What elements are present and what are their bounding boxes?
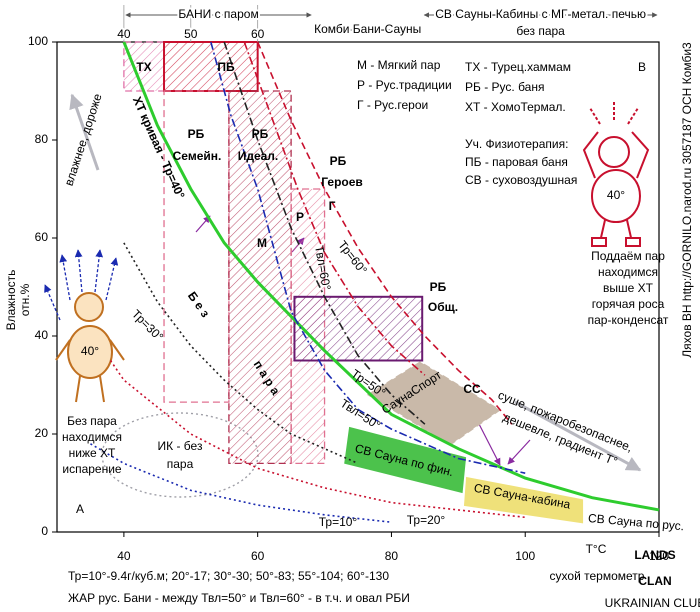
annotation: ниже ХТ <box>69 446 116 460</box>
annotation: Уч. Физиотерапия: <box>465 137 568 151</box>
annotation: LANDS <box>634 548 675 562</box>
annotation: влажнее, дороже <box>62 92 105 188</box>
arrow-drier <box>514 400 642 472</box>
series-line <box>256 41 513 425</box>
series-line <box>210 41 526 474</box>
x-axis-label: сухой термометр <box>550 569 645 583</box>
series-label: Тр=30° <box>129 307 166 344</box>
annotation: 40° <box>607 188 625 202</box>
annotation: Р - Рус.традиции <box>357 78 452 92</box>
series-line <box>243 41 426 376</box>
annotation: ПБ <box>217 60 235 74</box>
annotation: А <box>76 502 84 516</box>
annotation: Героев <box>321 175 363 189</box>
annotation: РБ <box>430 280 447 294</box>
annotation: пар-конденсат <box>588 313 669 327</box>
arrow <box>507 439 531 465</box>
annotation: РБ <box>188 127 205 141</box>
arrow <box>477 421 501 466</box>
series-line <box>122 41 660 512</box>
annotation: CLAN <box>638 574 671 588</box>
series-line <box>223 41 426 425</box>
annotation: М - Мягкий пар <box>357 58 441 72</box>
y-axis-unit: отн.% <box>18 283 32 316</box>
annotation: Общ. <box>428 300 458 314</box>
annotation: Ляхов ВН http://GORNILO.narod.ru 3057187… <box>680 42 694 358</box>
annotation: 40° <box>81 344 99 358</box>
annotation: СС <box>463 382 481 396</box>
annotation: находимся <box>62 430 122 444</box>
annotation: Г - Рус.герои <box>357 98 428 112</box>
annotation: Без пара <box>67 414 117 428</box>
figure-b <box>582 102 650 247</box>
annotation: ТХ - Турец.хаммам <box>465 60 571 74</box>
annotation: ХТ - ХомоТермал. <box>465 100 566 114</box>
series-label: Тр=10° <box>319 515 358 529</box>
x-tick-label: 40 <box>117 549 131 563</box>
annotation: ТХ <box>136 60 151 74</box>
range-label: БАНИ с паром <box>178 7 258 21</box>
annotation: СВ Сауна по рус. <box>588 511 685 533</box>
annotation: Идеал. <box>238 149 279 163</box>
y-tick-label: 0 <box>41 524 48 538</box>
y-tick-label: 80 <box>35 132 49 146</box>
series-label: ХТ кривая - Тр=40° <box>130 94 188 201</box>
series-line <box>90 443 392 523</box>
annotation: ЖАР рус. Бани - между Твл=50° и Твл=60° … <box>68 591 410 605</box>
annotation: ИК - без <box>158 439 203 453</box>
annotation: горячая роса <box>592 297 665 311</box>
top-x-tick-label: 60 <box>251 27 265 41</box>
y-axis-label: Влажность <box>4 270 18 331</box>
x-tick-label: 120 <box>649 549 669 563</box>
annotation: Г <box>329 199 336 213</box>
zone <box>123 41 165 92</box>
annotation: UKRAINIAN CLUB <box>605 596 700 610</box>
annotation: находимся <box>598 265 658 279</box>
zone <box>163 41 259 92</box>
annotation: выше ХТ <box>603 281 654 295</box>
zone <box>344 426 467 494</box>
x-tick-label: 60 <box>251 549 265 563</box>
annotation: Б е з <box>185 289 213 320</box>
annotation: Тр=10°-9.4г/куб.м; 20°-17; 30°-30; 50°-8… <box>68 569 389 583</box>
annotation: Семейн. <box>173 149 222 163</box>
y-tick-label: 20 <box>35 426 49 440</box>
annotation: В <box>638 60 646 74</box>
annotation: РБ <box>330 154 347 168</box>
series-line <box>123 242 359 465</box>
zone <box>228 90 292 465</box>
series-label: Тр=60° <box>335 238 370 277</box>
x-tick-label: 100 <box>515 549 535 563</box>
series-label: Тр=20° <box>407 513 446 527</box>
annotation: РБ <box>252 127 269 141</box>
annotation: СВ - суховоздушная <box>465 173 577 187</box>
range-label: Комби Бани-Сауны <box>314 22 421 36</box>
decor <box>44 93 650 498</box>
top-x-tick-label: 40 <box>117 27 131 41</box>
arrow-wetter <box>69 93 100 171</box>
annotation: Р <box>296 210 304 224</box>
annotation: испарение <box>62 462 122 476</box>
zone <box>463 476 584 524</box>
annotation: ПБ - паровая баня <box>465 155 568 169</box>
range-sublabel: без пара <box>516 24 565 38</box>
range-label: СВ Сауны-Кабины с МГ-метал. печью <box>435 7 646 21</box>
annotation: РБ - Рус. баня <box>465 80 544 94</box>
annotation: Поддаём пар <box>591 249 665 263</box>
y-tick-label: 40 <box>35 328 49 342</box>
x-axis-unit: Т°С <box>586 542 607 556</box>
top-x-tick-label: 50 <box>184 27 198 41</box>
x-tick-label: 80 <box>385 549 399 563</box>
annotation: пара <box>167 457 194 471</box>
figure-a <box>44 249 125 403</box>
plot-frame <box>56 41 660 533</box>
y-tick-label: 100 <box>28 34 48 48</box>
y-tick-label: 60 <box>35 230 49 244</box>
annotation: М <box>257 236 267 250</box>
